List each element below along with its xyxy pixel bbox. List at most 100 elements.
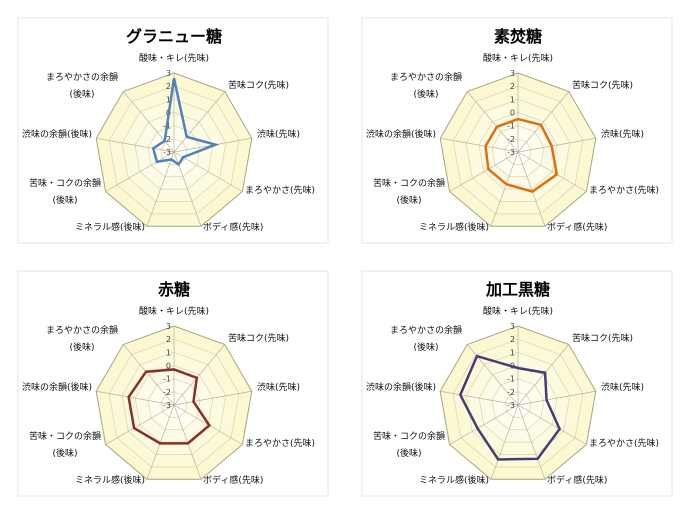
spoke xyxy=(517,137,596,153)
chart-title: 赤糖 xyxy=(158,280,190,299)
axis-label: 渋味(先味) xyxy=(601,128,644,140)
tick-label: -2 xyxy=(163,388,171,397)
spoke xyxy=(517,151,546,227)
axis-label: 渋味の余韻(後味) xyxy=(366,381,436,393)
series-line xyxy=(484,117,559,193)
spoke xyxy=(173,344,226,406)
spoke xyxy=(490,404,519,480)
axis-label: ボディ感(先味) xyxy=(547,474,607,486)
axis-label: 苦味・コクの余韻(後味) xyxy=(373,430,445,459)
spoke xyxy=(96,137,175,153)
spoke xyxy=(517,91,570,153)
axis-label: 苦味コク(先味) xyxy=(572,332,633,344)
radar-chart-4: 加工黒糖-3-2-10123酸味・キレ(先味)苦味コク(先味)渋味(先味)まろや… xyxy=(361,270,673,497)
tick-label: 0 xyxy=(510,109,515,118)
spoke xyxy=(440,390,519,406)
chart-title: 加工黒糖 xyxy=(485,280,550,299)
axis-label: 苦味・コクの余韻(後味) xyxy=(29,430,101,459)
series-line xyxy=(127,368,212,445)
axis-label: 酸味・キレ(先味) xyxy=(483,52,553,64)
axis-label: まろやかさ(先味) xyxy=(589,437,659,449)
chart-title: 素焚糖 xyxy=(494,27,542,46)
tick-label: -3 xyxy=(507,401,515,410)
tick-label: 3 xyxy=(166,69,171,78)
spoke xyxy=(105,151,175,192)
tick-label: -3 xyxy=(507,148,515,157)
spoke xyxy=(449,151,519,192)
axis-label: まろやかさ(先味) xyxy=(245,437,315,449)
spoke xyxy=(96,390,175,406)
tick-label: -1 xyxy=(507,122,515,131)
tick-label: 1 xyxy=(166,95,171,104)
radar-chart-2: 素焚糖 -3 -2 -1 0 1 2 3 酸味・キレ(先味) 苦味コク(先味) 渋味(先味) まろやか… xyxy=(361,17,673,244)
tick-label: 2 xyxy=(166,335,171,344)
spoke xyxy=(173,91,226,153)
axis-label: 苦味・コクの余韻(後味) xyxy=(29,177,101,206)
spoke xyxy=(449,404,519,445)
spoke xyxy=(440,137,519,153)
tick-label: 1 xyxy=(510,95,515,104)
tick-label: 3 xyxy=(510,322,515,331)
axis-label: まろやかさ(先味) xyxy=(589,184,659,196)
spoke xyxy=(517,404,587,445)
tick-label: 3 xyxy=(510,69,515,78)
spoke xyxy=(122,91,175,153)
tick-label: -3 xyxy=(163,401,171,410)
series-line xyxy=(151,78,220,167)
axis-label: 苦味コク(先味) xyxy=(228,79,289,91)
tick-label: 0 xyxy=(166,362,171,371)
tick-label: -2 xyxy=(163,135,171,144)
spoke xyxy=(122,344,175,406)
tick-label: -3 xyxy=(163,148,171,157)
axis-label: 渋味(先味) xyxy=(257,381,300,393)
tick-label: 2 xyxy=(166,82,171,91)
spoke xyxy=(517,151,587,192)
axis-label: 渋味(先味) xyxy=(601,381,644,393)
spoke xyxy=(517,390,596,406)
axis-label: まろやかさの余韻(後味) xyxy=(46,324,118,353)
axis-label: 酸味・キレ(先味) xyxy=(139,52,209,64)
axis-label: まろやかさの余韻(後味) xyxy=(390,71,462,100)
spoke xyxy=(173,151,243,192)
radar-chart-1: グラニュー糖-3-2-10123酸味・キレ(先味)苦味コク(先味)渋味(先味)ま… xyxy=(17,17,329,244)
spoke xyxy=(466,344,519,406)
tick-label: -2 xyxy=(507,135,515,144)
axis-label: ボディ感(先味) xyxy=(203,221,263,233)
axis-label: 酸味・キレ(先味) xyxy=(483,305,553,317)
spoke xyxy=(105,404,175,445)
radar-chart-3: 赤糖 -3 -2 -1 0 1 2 3 酸味・キレ(先味) 苦味コク(先味) 渋味(先味) まろやかさ… xyxy=(17,270,329,497)
axis-label: ミネラル感(後味) xyxy=(75,221,145,233)
tick-label: 2 xyxy=(510,335,515,344)
series-line xyxy=(458,354,562,461)
axis-label: ボディ感(先味) xyxy=(203,474,263,486)
axis-label: 酸味・キレ(先味) xyxy=(139,305,209,317)
axis-label: まろやかさ(先味) xyxy=(245,184,315,196)
tick-label: 1 xyxy=(510,348,515,357)
axis-label: 渋味の余韻(後味) xyxy=(366,128,436,140)
axis-label: まろやかさの余韻(後味) xyxy=(46,71,118,100)
spoke xyxy=(146,151,175,227)
tick-label: 2 xyxy=(510,82,515,91)
axis-label: 渋味の余韻(後味) xyxy=(22,128,92,140)
axis-label: 苦味・コクの余韻(後味) xyxy=(373,177,445,206)
axis-label: 渋味の余韻(後味) xyxy=(22,381,92,393)
axis-label: 苦味コク(先味) xyxy=(228,332,289,344)
tick-label: -1 xyxy=(507,375,515,384)
spoke xyxy=(466,91,519,153)
chart-title: グラニュー糖 xyxy=(126,27,222,46)
axis-label: ボディ感(先味) xyxy=(547,221,607,233)
tick-label: -2 xyxy=(507,388,515,397)
spoke xyxy=(490,151,519,227)
spoke xyxy=(173,390,252,406)
axis-label: まろやかさの余韻(後味) xyxy=(390,324,462,353)
axis-label: ミネラル感(後味) xyxy=(419,474,489,486)
axis-label: ミネラル感(後味) xyxy=(75,474,145,486)
axis-label: ミネラル感(後味) xyxy=(419,221,489,233)
tick-label: 3 xyxy=(166,322,171,331)
axis-label: 苦味コク(先味) xyxy=(572,79,633,91)
axis-label: 渋味(先味) xyxy=(257,128,300,140)
spoke xyxy=(517,344,570,406)
tick-label: 1 xyxy=(166,348,171,357)
spoke xyxy=(517,404,546,480)
